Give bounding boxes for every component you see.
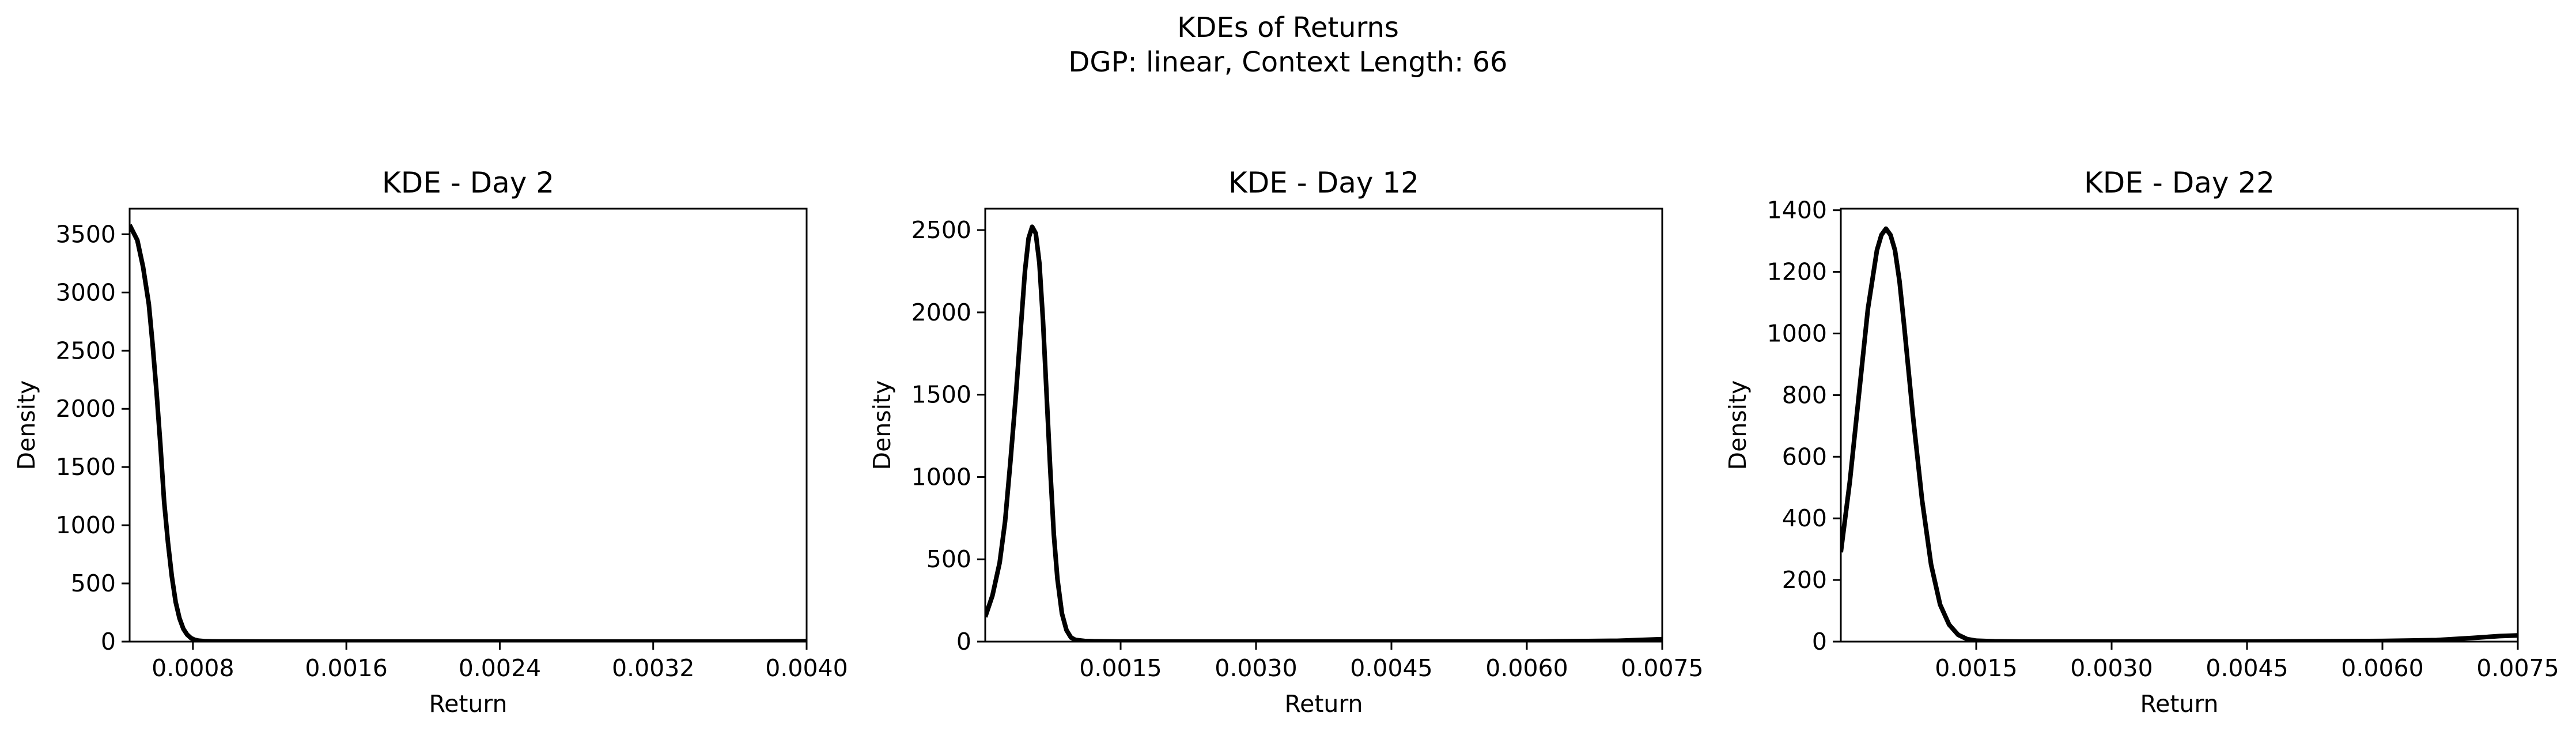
y-tick-label: 800 (1782, 381, 1827, 409)
y-tick-label: 1500 (911, 381, 971, 409)
x-tick-label: 0.0040 (765, 654, 848, 682)
x-tick-label: 0.0008 (152, 654, 234, 682)
x-axis-label: Return (429, 690, 507, 718)
suptitle-line1: KDEs of Returns (1177, 12, 1399, 44)
figure-suptitle: KDEs of Returns DGP: linear, Context Len… (0, 10, 2576, 80)
x-tick-label: 0.0030 (2070, 654, 2153, 682)
x-tick-label: 0.0060 (2341, 654, 2423, 682)
y-tick-label: 1000 (911, 463, 971, 491)
y-tick-label: 2500 (911, 216, 971, 244)
y-tick-label: 2000 (911, 299, 971, 326)
y-tick-label: 1200 (1767, 258, 1827, 286)
y-tick-label: 2000 (56, 395, 116, 423)
x-tick-label: 0.0032 (612, 654, 694, 682)
panel-title: KDE - Day 12 (1228, 166, 1419, 199)
y-tick-label: 500 (926, 545, 971, 573)
x-tick-label: 0.0015 (1079, 654, 1162, 682)
x-axis-label: Return (2140, 690, 2218, 718)
y-tick-label: 0 (101, 628, 116, 655)
y-tick-label: 1000 (56, 511, 116, 539)
x-tick-label: 0.0075 (2476, 654, 2559, 682)
x-tick-label: 0.0016 (305, 654, 387, 682)
y-tick-label: 1000 (1767, 319, 1827, 347)
kde-curve-day-panel-1 (130, 224, 807, 642)
y-tick-label: 400 (1782, 504, 1827, 532)
kde-panel-1: 0.0008 0.0016 0.0024 0.0032 0.0040 0 500 1000 15… (13, 166, 848, 718)
kde-curve-day-panel-3 (1841, 226, 2518, 642)
y-tick-label: 1500 (56, 453, 116, 481)
x-axis-label: Return (1284, 690, 1363, 718)
x-tick-label: 0.0045 (2206, 654, 2288, 682)
axes-frame (984, 208, 1663, 643)
axes-frame (128, 208, 808, 643)
x-tick-label: 0.0015 (1935, 654, 2017, 682)
y-tick-label: 2500 (56, 337, 116, 364)
x-tick-label: 0.0045 (1350, 654, 1432, 682)
axes-frame (1840, 208, 2519, 643)
x-tick-label: 0.0024 (459, 654, 541, 682)
y-axis-label: Density (868, 380, 896, 470)
kde-curve-day-panel-2 (985, 224, 1662, 642)
y-axis-label: Density (1724, 380, 1752, 470)
kde-panel-3: 0.0015 0.0030 0.0045 0.0060 0.0075 0 200 400 600… (1724, 166, 2559, 718)
y-tick-label: 3000 (56, 278, 116, 306)
x-tick-label: 0.0060 (1485, 654, 1568, 682)
y-tick-label: 600 (1782, 443, 1827, 470)
suptitle-line2: DGP: linear, Context Length: 66 (1068, 46, 1508, 78)
kde-panel-2: 0.0015 0.0030 0.0045 0.0060 0.0075 0 500 1000 15… (868, 166, 1704, 718)
panel-title: KDE - Day 2 (382, 166, 554, 199)
y-tick-label: 0 (956, 628, 971, 655)
y-tick-label: 0 (1812, 628, 1827, 655)
y-tick-label: 1400 (1767, 197, 1827, 224)
y-tick-label: 3500 (56, 220, 116, 248)
x-tick-label: 0.0030 (1215, 654, 1297, 682)
y-tick-label: 200 (1782, 566, 1827, 594)
x-tick-label: 0.0075 (1621, 654, 1703, 682)
y-tick-label: 500 (71, 570, 116, 597)
y-axis-label: Density (13, 380, 40, 470)
panel-title: KDE - Day 22 (2084, 166, 2275, 199)
